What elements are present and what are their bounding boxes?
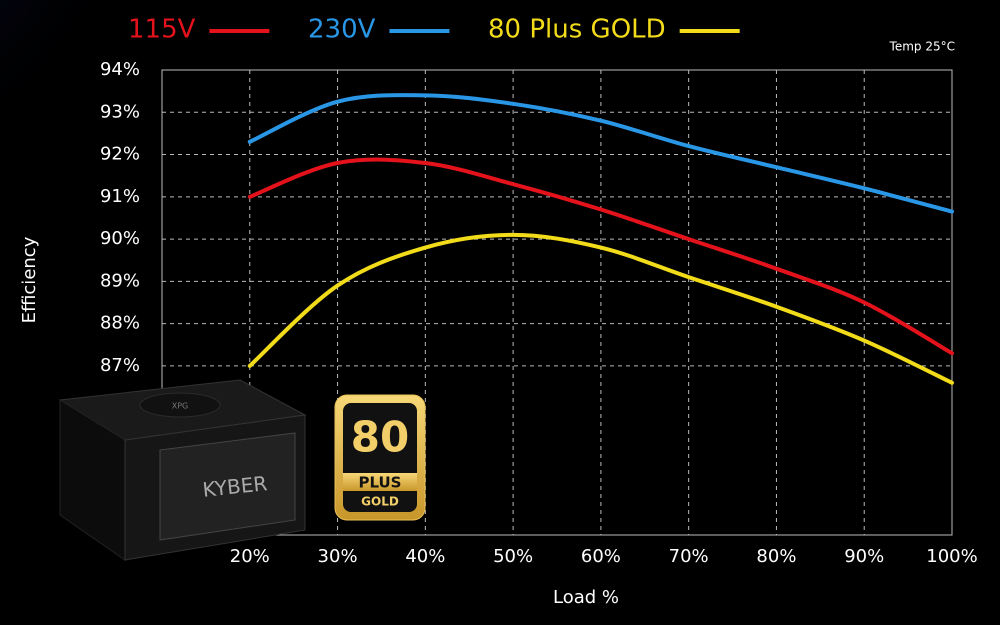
badge-number: 80	[351, 413, 409, 462]
glow	[0, 0, 170, 200]
x-tick-label: 20%	[230, 546, 270, 567]
y-tick-label: 87%	[100, 355, 140, 376]
series-line	[247, 232, 954, 385]
legend-label: 80 Plus GOLD	[488, 15, 666, 45]
y-tick-label: 93%	[100, 101, 140, 122]
brand: XPG	[172, 402, 189, 411]
legend-label: 230V	[308, 15, 376, 45]
legend-label: 115V	[128, 15, 196, 45]
x-tick-label: 70%	[669, 546, 709, 567]
x-axis-label: Load %	[553, 587, 619, 608]
y-tick-label: 90%	[100, 228, 140, 249]
x-tick-label: 50%	[493, 546, 533, 567]
x-tick-label: 60%	[581, 546, 621, 567]
x-tick-label: 100%	[926, 546, 977, 567]
x-tick-label: 40%	[405, 546, 445, 567]
series-line	[247, 157, 954, 356]
x-tick-label: 80%	[756, 546, 796, 567]
badge-word: PLUS	[358, 474, 401, 492]
y-tick-label: 89%	[100, 270, 140, 291]
x-tick-label: 90%	[844, 546, 884, 567]
y-tick-label: 88%	[100, 313, 140, 334]
badge-level: GOLD	[361, 495, 399, 509]
note: Temp 25°C	[889, 40, 955, 54]
y-tick-label: 94%	[100, 59, 140, 80]
y-tick-label: 91%	[100, 186, 140, 207]
product-image: XPG KYBER 80 PLUS GOLD	[58, 379, 426, 561]
x-tick-label: 30%	[318, 546, 358, 567]
y-tick-label: 92%	[100, 144, 140, 165]
series-line	[247, 93, 954, 214]
y-axis-label: Efficiency	[19, 236, 40, 323]
